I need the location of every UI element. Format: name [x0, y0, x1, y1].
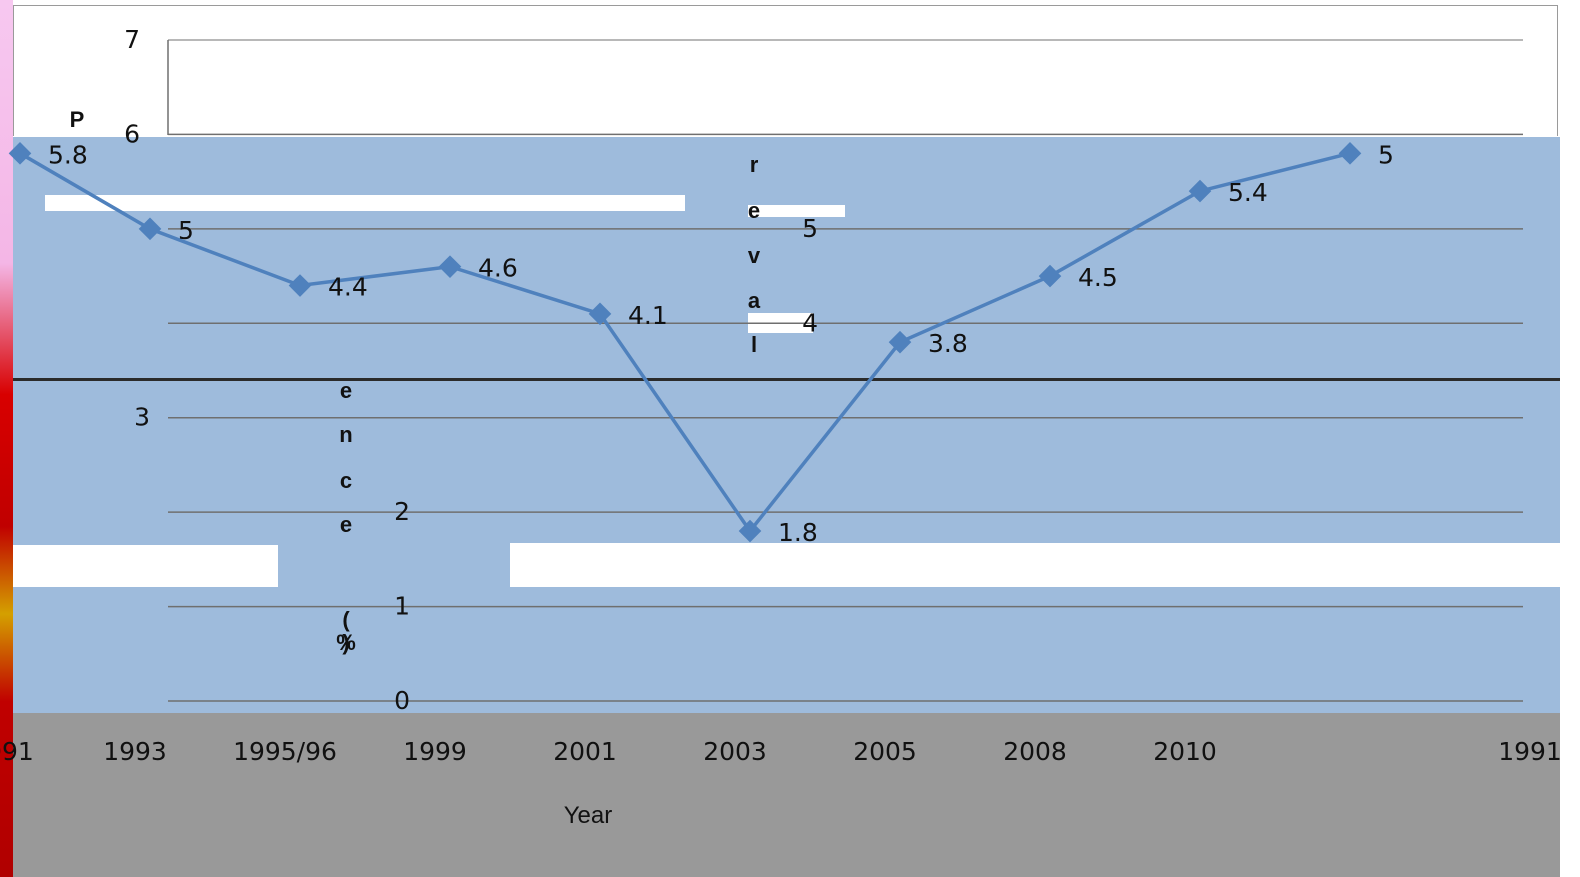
glitch-bar [748, 205, 845, 217]
glitch-bar [13, 545, 278, 587]
data-label: 4.5 [1078, 263, 1118, 292]
y-axis-title-letter: v [748, 243, 761, 268]
plot-divider-line [13, 378, 1560, 381]
data-label: 5 [1378, 140, 1394, 169]
y-axis-title-letter: n [339, 422, 352, 447]
x-tick-label: 1991 [1498, 737, 1562, 766]
data-point-marker [1338, 142, 1362, 165]
data-label: 5.4 [1228, 178, 1268, 207]
y-tick-label: 1 [394, 592, 410, 621]
x-tick-label: 2003 [703, 737, 767, 766]
y-tick-label: 2 [394, 497, 410, 526]
data-point-marker [588, 302, 612, 326]
y-axis-title-letter: P [70, 107, 85, 132]
data-point-marker [288, 274, 312, 297]
data-point-marker [1038, 264, 1062, 288]
x-tick-label: 2001 [553, 737, 617, 766]
y-axis-title-letter: ( [342, 607, 350, 632]
y-axis-title-letter: l [751, 332, 757, 357]
x-tick-label: 1991 [0, 737, 34, 766]
x-tick-label: 2010 [1153, 737, 1217, 766]
y-tick-label: 7 [124, 25, 140, 54]
y-tick-label: 5 [802, 214, 818, 243]
x-tick-label: 2005 [853, 737, 917, 766]
data-label: 3.8 [928, 329, 968, 358]
y-tick-label: 0 [394, 686, 410, 715]
y-axis-title-letter: c [340, 468, 352, 493]
x-tick-label: 1993 [103, 737, 167, 766]
data-point-marker [738, 519, 762, 543]
data-point-marker [1188, 179, 1212, 203]
y-axis-title-letter: e [340, 512, 352, 537]
y-axis-title-letter: ) [342, 630, 349, 655]
chart-top-panel [13, 5, 1558, 136]
data-label: 5 [178, 216, 194, 245]
y-axis-title-letter: r [750, 152, 759, 177]
x-tick-label: 1995/96 [233, 737, 337, 766]
data-point-marker [8, 142, 32, 165]
x-axis-band [13, 713, 1560, 877]
data-label: 4.1 [628, 301, 668, 330]
series-line [19, 151, 1351, 534]
y-axis-title-letter: a [748, 288, 761, 313]
data-point-marker [138, 217, 162, 241]
glitch-bar [45, 195, 685, 211]
data-point-marker [888, 330, 912, 354]
plot-area-band [13, 137, 1560, 713]
y-tick-label: 3 [134, 403, 150, 432]
data-label: 1.8 [778, 518, 818, 547]
x-tick-label: 1999 [403, 737, 467, 766]
x-axis-title: Year [564, 802, 613, 829]
left-decoration-strip [0, 0, 13, 877]
y-axis-title-letter: e [340, 378, 352, 403]
y-axis-title-letter: % [336, 630, 356, 655]
data-point-marker [438, 255, 462, 278]
data-label: 4.4 [328, 273, 368, 302]
glitch-bar [510, 543, 1560, 587]
x-tick-label: 2008 [1003, 737, 1067, 766]
y-tick-label: 4 [802, 308, 818, 337]
y-tick-label: 6 [124, 119, 140, 148]
data-label: 5.8 [48, 140, 88, 169]
y-axis-title-letter: e [748, 198, 760, 223]
data-label: 4.6 [478, 254, 518, 283]
